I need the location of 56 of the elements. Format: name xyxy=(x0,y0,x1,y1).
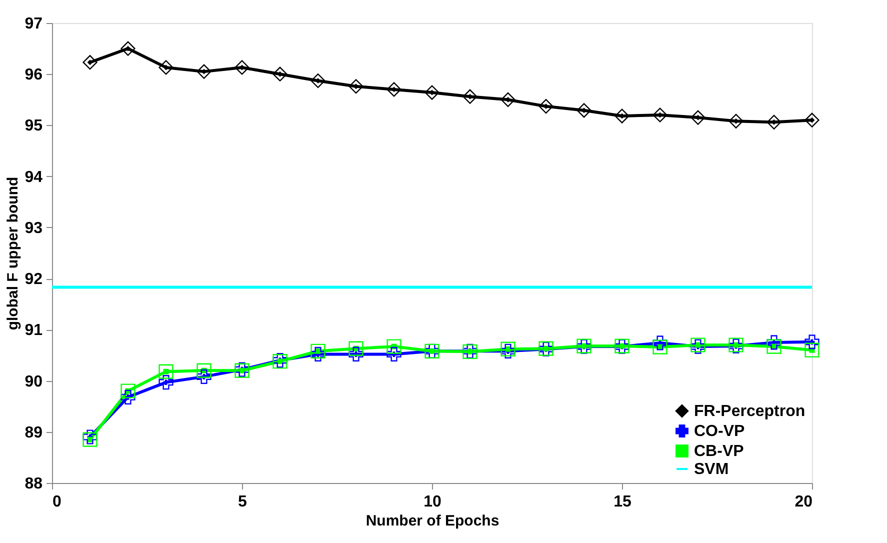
point xyxy=(348,79,364,94)
point xyxy=(690,110,706,125)
x-tick-label: 0 xyxy=(52,494,62,510)
point xyxy=(120,384,136,398)
point xyxy=(158,60,174,75)
y-tick-label: 93 xyxy=(24,220,43,237)
point xyxy=(272,66,288,82)
point xyxy=(120,41,136,56)
point xyxy=(158,375,174,390)
point xyxy=(386,339,402,354)
point xyxy=(196,64,212,79)
point xyxy=(386,346,402,362)
point xyxy=(310,73,326,88)
point xyxy=(234,60,250,75)
y-tick-label: 95 xyxy=(24,118,43,135)
point xyxy=(386,82,402,97)
y-tick-label: 89 xyxy=(24,424,43,442)
x-tick-label: 20 xyxy=(794,494,813,510)
point xyxy=(804,334,820,350)
point xyxy=(424,85,440,100)
y-tick-label: 91 xyxy=(24,322,43,340)
point xyxy=(766,114,782,130)
point xyxy=(500,92,516,107)
x-tick-label: 5 xyxy=(238,494,248,510)
point xyxy=(614,108,630,124)
point xyxy=(766,339,782,354)
y-tick-label: 92 xyxy=(24,271,43,288)
y-tick-label: 90 xyxy=(24,373,43,390)
point xyxy=(348,341,364,356)
point xyxy=(538,99,554,114)
y-axis-title: global F upper bound xyxy=(4,176,22,330)
point xyxy=(576,103,592,118)
point xyxy=(804,342,820,358)
y-tick-label: 94 xyxy=(24,168,43,186)
point xyxy=(196,369,212,384)
y-tick-label: 96 xyxy=(24,66,43,84)
point xyxy=(158,364,174,379)
x-tick-label: 10 xyxy=(424,494,442,510)
point xyxy=(348,346,364,362)
x-axis-title: Number of Epochs xyxy=(366,512,500,530)
point xyxy=(652,108,668,122)
point xyxy=(310,344,326,358)
x-tick-label: 15 xyxy=(614,494,632,510)
point xyxy=(804,112,820,128)
y-tick-label: 88 xyxy=(24,476,43,492)
point xyxy=(196,363,212,378)
y-tick-label: 97 xyxy=(24,16,43,32)
legend-label: CO-VP xyxy=(694,423,745,440)
point xyxy=(82,55,98,70)
legend-label: SVM xyxy=(694,461,729,478)
legend-label: CB-VP xyxy=(694,443,744,460)
point xyxy=(728,114,744,128)
point xyxy=(652,340,668,354)
point xyxy=(462,89,478,104)
legend-label: FR-Perceptron xyxy=(694,403,806,420)
point xyxy=(120,390,136,404)
